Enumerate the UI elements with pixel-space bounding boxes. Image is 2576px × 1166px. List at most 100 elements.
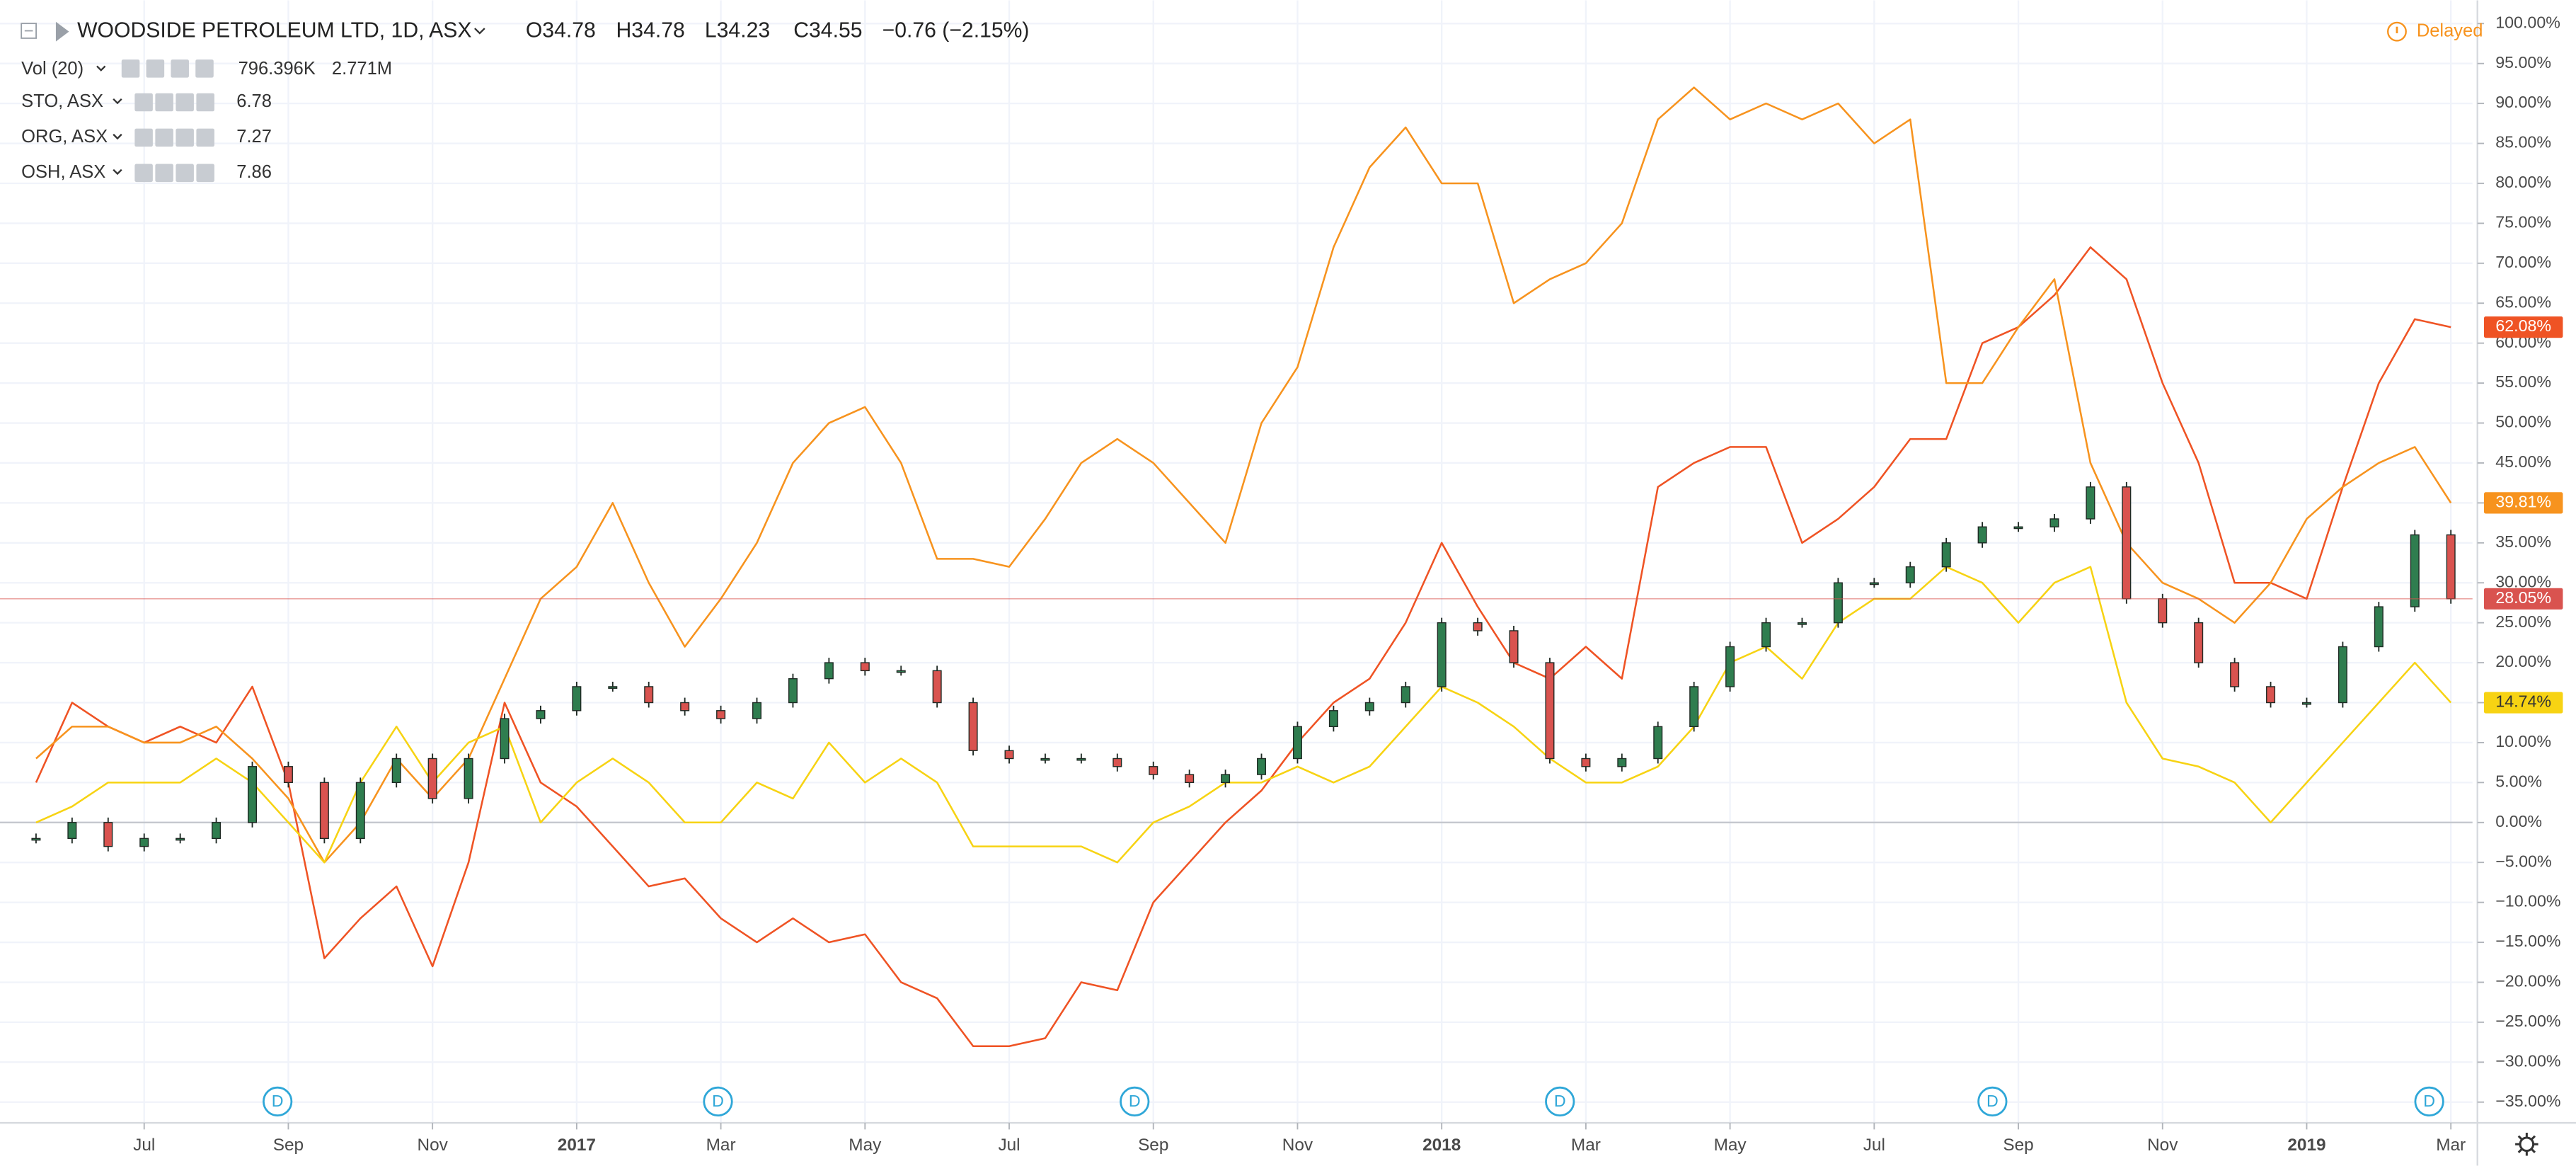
button[interactable] xyxy=(171,59,189,78)
candle-body xyxy=(1292,726,1302,760)
button xyxy=(134,93,153,112)
x-tick-label: May xyxy=(849,1136,882,1155)
series-line xyxy=(35,566,2452,864)
candle-body xyxy=(464,758,473,799)
candle-body xyxy=(1725,646,1735,687)
candle-body xyxy=(1905,566,1915,583)
y-tick-label: 30.00% xyxy=(2495,572,2551,590)
volume-value: 796.396K xyxy=(238,59,316,79)
x-tick-label: Mar xyxy=(706,1136,736,1155)
candle-body xyxy=(1509,630,1519,663)
y-tick-label: 10.00% xyxy=(2495,732,2551,750)
series-name: STO, ASX xyxy=(21,91,103,111)
candle-body xyxy=(896,670,906,673)
candle-body xyxy=(2049,518,2059,527)
gear-teeth xyxy=(2515,1133,2538,1156)
candle-body xyxy=(1869,582,1879,585)
x-tick-label: Jul xyxy=(133,1136,155,1155)
x-tick-label: Nov xyxy=(2147,1136,2178,1155)
candle-body xyxy=(1149,766,1158,775)
button xyxy=(176,128,194,147)
candle-body xyxy=(319,782,329,840)
y-tick-label: −15.00% xyxy=(2495,932,2560,950)
collapse-icon[interactable] xyxy=(21,23,37,39)
candle-body xyxy=(212,822,222,840)
y-tick-label: −20.00% xyxy=(2495,972,2560,990)
candle-body xyxy=(968,702,978,751)
volume-name[interactable]: Vol (20) xyxy=(21,59,84,79)
candle-body xyxy=(932,670,942,704)
candle-body xyxy=(2194,622,2204,663)
y-tick-label: 20.00% xyxy=(2495,652,2551,670)
chevron[interactable] xyxy=(474,28,485,35)
dividend-label: D xyxy=(2423,1092,2435,1110)
y-tick-label: 90.00% xyxy=(2495,93,2551,111)
y-tick-label: −10.00% xyxy=(2495,892,2560,910)
candle-body xyxy=(1040,758,1050,761)
candle-body xyxy=(31,838,41,841)
dividend-marker xyxy=(2414,1086,2444,1117)
chevron xyxy=(113,168,122,176)
last-value-badge xyxy=(2484,692,2563,714)
y-tick-label: 55.00% xyxy=(2495,372,2551,391)
candle-body xyxy=(2266,686,2276,704)
candle-body xyxy=(139,838,149,847)
ohlc-open: O34.78 xyxy=(526,19,596,42)
delayed-badge[interactable]: Delayed xyxy=(2387,21,2483,42)
last-value-badge xyxy=(2484,316,2563,338)
candle-body xyxy=(536,710,546,719)
button xyxy=(155,93,173,112)
y-tick-label: 25.00% xyxy=(2495,612,2551,631)
candle-body xyxy=(1364,702,1374,711)
x-tick-label: Sep xyxy=(2003,1136,2033,1155)
settings-button[interactable] xyxy=(2515,1133,2538,1156)
candle-body xyxy=(1401,686,1410,704)
last-value-label: 39.81% xyxy=(2495,493,2551,511)
button xyxy=(134,164,153,183)
candle-body xyxy=(2301,702,2311,705)
candle-body xyxy=(355,782,365,840)
symbol-title[interactable]: WOODSIDE PETROLEUM LTD, 1D, ASX xyxy=(77,19,471,42)
last-value-label: 14.74% xyxy=(2495,692,2551,711)
y-tick-label: 45.00% xyxy=(2495,452,2551,471)
volume-ma-value: 2.771M xyxy=(332,59,392,79)
button xyxy=(196,93,214,112)
y-tick-label: 0.00% xyxy=(2495,812,2542,830)
candle-body xyxy=(1473,622,1483,631)
button xyxy=(176,164,194,183)
series-value: 7.86 xyxy=(236,162,272,182)
x-tick-label: Nov xyxy=(417,1136,448,1155)
x-tick-label: Mar xyxy=(1571,1136,1601,1155)
x-tick-label: Sep xyxy=(1138,1136,1168,1155)
button[interactable] xyxy=(146,59,165,78)
button xyxy=(134,128,153,147)
chevron xyxy=(113,98,122,105)
y-tick-label: 65.00% xyxy=(2495,292,2551,311)
candle-body xyxy=(103,822,113,847)
x-tick-label: Jul xyxy=(998,1136,1020,1155)
dividend-marker xyxy=(263,1086,293,1117)
candle-body xyxy=(67,822,77,840)
dividend-marker xyxy=(1545,1086,1575,1117)
candle-body xyxy=(248,766,258,823)
button[interactable] xyxy=(195,59,214,78)
ohlc-high: H34.78 xyxy=(616,19,685,42)
series-line xyxy=(35,246,2451,1048)
candle-body xyxy=(2446,534,2456,600)
series-name: ORG, ASX xyxy=(21,127,108,147)
candle-body xyxy=(680,702,690,711)
candle-body xyxy=(716,710,726,719)
y-tick-label: −35.00% xyxy=(2495,1092,2560,1110)
dividend-label: D xyxy=(712,1092,724,1110)
dividend-label: D xyxy=(1986,1092,1999,1110)
candle-body xyxy=(2086,486,2095,520)
button xyxy=(176,93,194,112)
candle-body xyxy=(2410,534,2420,607)
candle-body xyxy=(1833,582,1843,624)
button xyxy=(196,128,214,147)
delayed-icon xyxy=(2387,21,2407,42)
button[interactable] xyxy=(121,59,140,78)
chevron[interactable] xyxy=(96,65,106,72)
last-value-badge xyxy=(2484,588,2563,610)
